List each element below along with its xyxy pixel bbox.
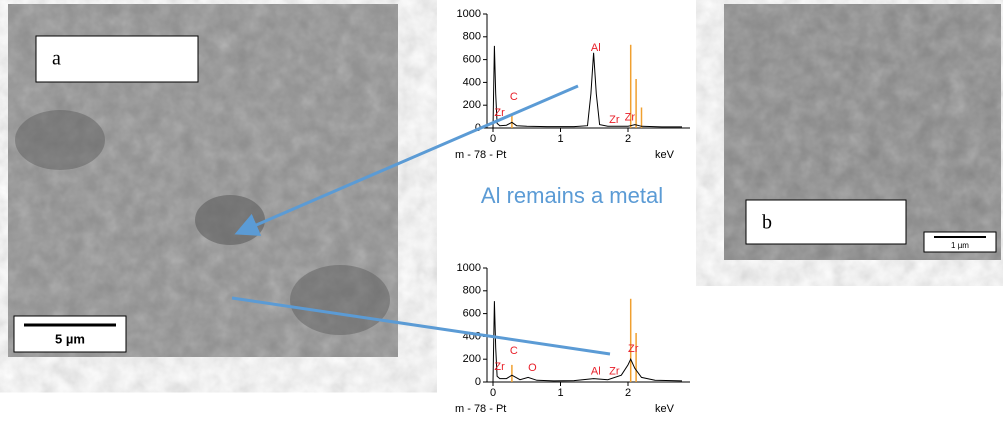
element-label: Al — [591, 366, 601, 378]
chart-title: m - 78 - Pt — [455, 149, 506, 161]
x-tick-label: 1 — [557, 387, 563, 399]
y-tick-label: 0 — [475, 376, 481, 388]
x-tick-label: 0 — [490, 387, 496, 399]
element-label: Zr — [628, 343, 639, 355]
sem-image-b: b 1 µm — [724, 4, 1001, 260]
element-label: C — [510, 345, 518, 357]
scale-label: 1 µm — [951, 241, 969, 250]
dark-spot — [15, 110, 105, 170]
annotation: Al remains a metal — [481, 183, 663, 208]
image-label: a — [52, 48, 61, 70]
y-tick-label: 1000 — [457, 262, 481, 274]
y-tick-label: 1000 — [457, 8, 481, 20]
dark-spot — [290, 265, 390, 335]
x-tick-label: 0 — [490, 133, 496, 145]
element-label: Zr — [494, 361, 505, 373]
x-tick-label: 1 — [557, 133, 563, 145]
y-tick-label: 800 — [463, 31, 481, 43]
x-tick-label: 2 — [625, 387, 631, 399]
spectra: 0 200 400 600 800 1000 0 1 2 m - 78 - Pt keV Zr C Al Z… — [455, 8, 690, 415]
y-tick-label: 200 — [463, 99, 481, 111]
element-label: Zr — [609, 114, 620, 126]
y-tick-label: 600 — [463, 54, 481, 66]
element-label: Al — [591, 42, 601, 54]
element-label: O — [528, 362, 537, 374]
element-label: Zr — [609, 366, 620, 378]
y-tick-label: 800 — [463, 285, 481, 297]
image-label: b — [762, 212, 772, 234]
figure: a 5 µm b 1 µm Al remains a metal 0200400… — [0, 0, 1003, 423]
spectrum — [493, 46, 682, 128]
y-tick-label: 200 — [463, 353, 481, 365]
chart-title: m - 78 - Pt — [455, 403, 506, 415]
element-label: C — [510, 91, 518, 103]
x-axis-label: keV — [655, 403, 675, 415]
y-tick-label: 400 — [463, 76, 481, 88]
scale-label: 5 µm — [55, 331, 85, 346]
y-tick-label: 600 — [463, 308, 481, 320]
element-label: Zr — [625, 112, 636, 124]
sem-image-a: a 5 µm — [8, 4, 398, 357]
dark-spot — [195, 195, 265, 245]
x-axis-label: keV — [655, 149, 675, 161]
x-tick-label: 2 — [625, 133, 631, 145]
